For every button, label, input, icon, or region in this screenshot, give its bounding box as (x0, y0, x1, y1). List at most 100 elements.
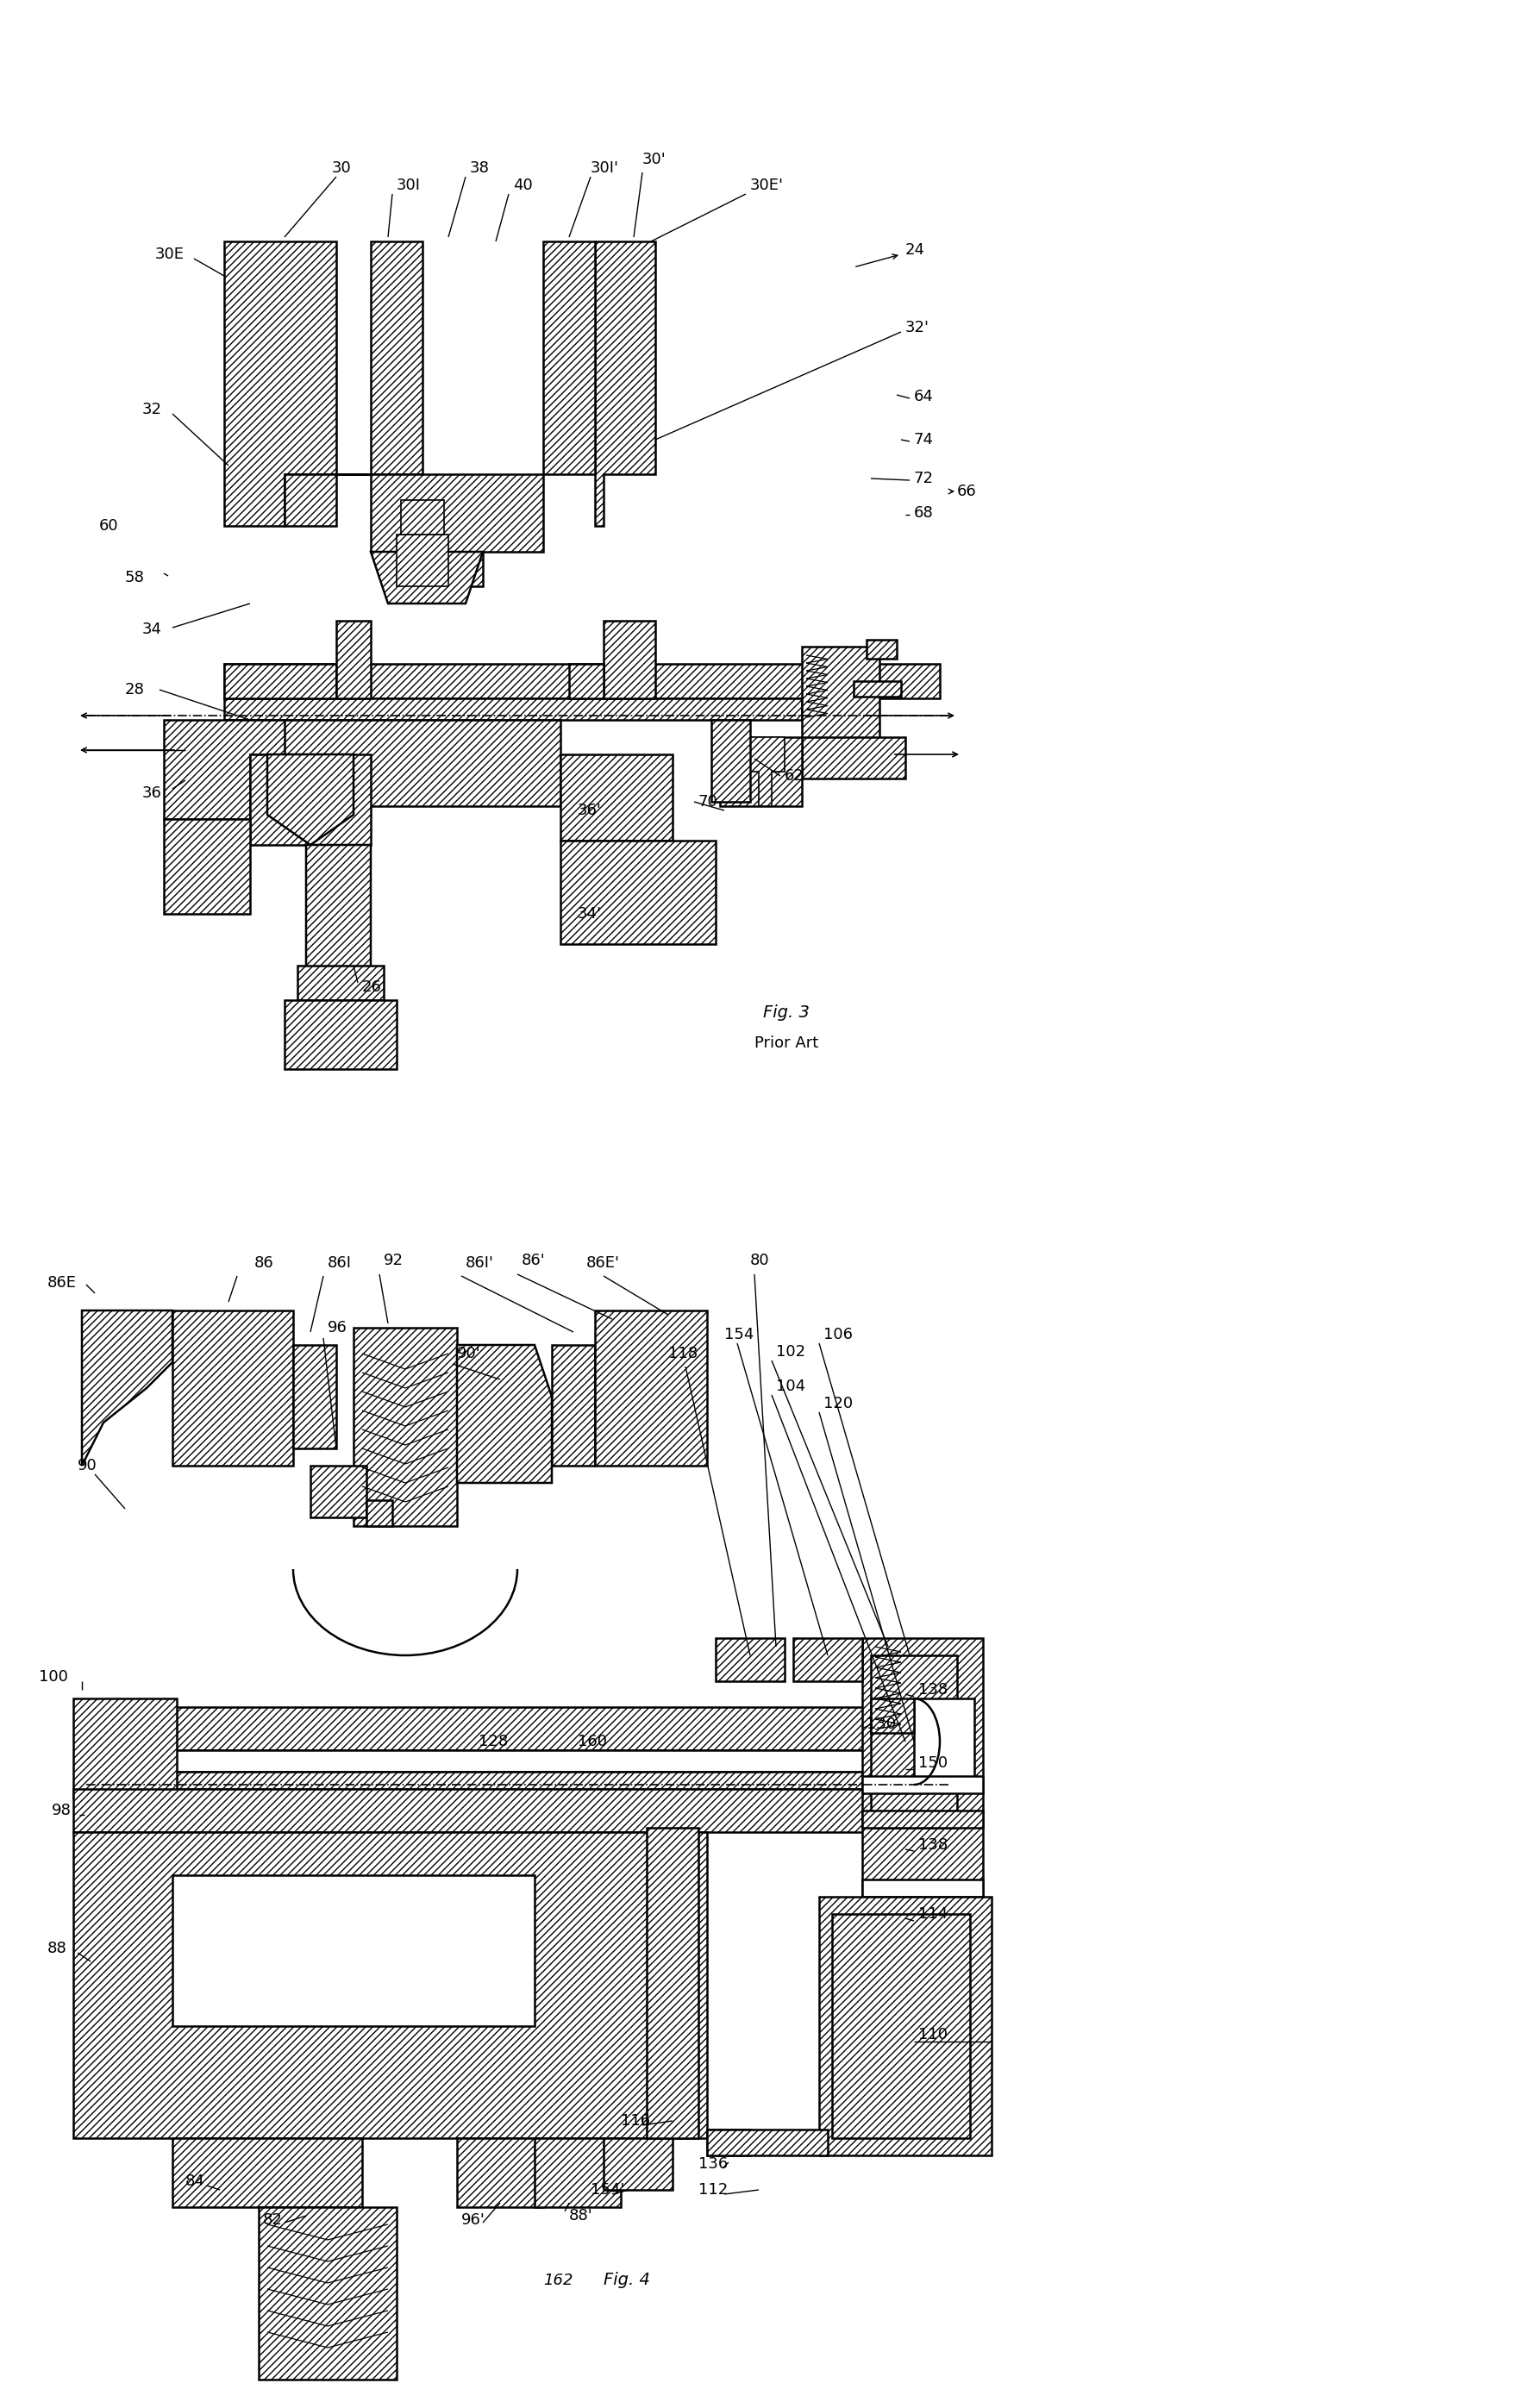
Text: 34': 34' (577, 905, 602, 922)
Text: 154: 154 (724, 1327, 754, 1341)
Polygon shape (173, 1876, 534, 2025)
Bar (863, 1881, 983, 1898)
Polygon shape (570, 665, 603, 698)
Bar (224, 698, 802, 720)
Text: 138: 138 (918, 1683, 948, 1698)
Text: 116: 116 (621, 2114, 651, 2129)
Polygon shape (544, 241, 596, 474)
Text: 68: 68 (915, 506, 933, 520)
Text: 24: 24 (906, 243, 925, 258)
Text: 36: 36 (142, 785, 162, 802)
Bar (793, 1637, 863, 1681)
Polygon shape (224, 665, 336, 698)
Text: 88': 88' (570, 2208, 592, 2223)
Text: 102: 102 (776, 1344, 805, 1361)
Bar (707, 2129, 828, 2155)
Bar (716, 1637, 785, 1681)
Text: 90: 90 (78, 1457, 98, 1474)
Text: 58: 58 (125, 571, 145, 585)
Bar (73, 1698, 177, 1799)
Polygon shape (224, 241, 336, 525)
Text: 30: 30 (331, 161, 351, 176)
Bar (457, 2138, 544, 2208)
Text: 62: 62 (785, 768, 805, 783)
Bar (712, 720, 750, 802)
Polygon shape (402, 501, 444, 535)
Bar (73, 1789, 944, 1832)
Bar (86, 1707, 948, 1751)
Text: Prior Art: Prior Art (754, 1035, 818, 1050)
Text: 154': 154' (591, 2182, 625, 2199)
Bar (560, 840, 716, 944)
Polygon shape (551, 1346, 596, 1466)
Bar (863, 1777, 983, 1794)
Text: 38: 38 (470, 161, 490, 176)
Bar (173, 2138, 362, 2208)
Polygon shape (336, 474, 544, 585)
Polygon shape (596, 241, 655, 525)
Text: 32: 32 (142, 402, 162, 417)
Text: 26: 26 (362, 980, 382, 995)
Bar (224, 720, 560, 807)
Text: 138: 138 (918, 1837, 948, 1852)
Text: 160: 160 (577, 1734, 608, 1748)
Polygon shape (163, 819, 250, 915)
Bar (284, 999, 397, 1069)
Text: 32': 32' (906, 320, 930, 335)
Text: 80: 80 (750, 1252, 770, 1269)
Text: 74: 74 (915, 431, 935, 448)
Bar (298, 966, 383, 999)
Bar (870, 1654, 957, 1828)
Polygon shape (173, 1310, 293, 1466)
Bar (366, 1500, 392, 1527)
Text: 130: 130 (866, 1717, 896, 1731)
Polygon shape (267, 754, 354, 845)
Bar (560, 754, 672, 840)
Text: 92: 92 (383, 1252, 403, 1269)
Text: 112: 112 (698, 2182, 728, 2199)
Text: 34: 34 (142, 621, 162, 638)
Polygon shape (250, 754, 371, 845)
Text: 86I': 86I' (466, 1255, 495, 1271)
Bar (915, 1698, 974, 1784)
Text: 104: 104 (776, 1380, 805, 1394)
Text: 106: 106 (823, 1327, 852, 1341)
Polygon shape (293, 1346, 336, 1450)
Polygon shape (305, 845, 371, 997)
Text: 110: 110 (918, 2028, 948, 2042)
Text: 128: 128 (478, 1734, 508, 1748)
Bar (719, 737, 802, 807)
Polygon shape (82, 1310, 173, 1466)
Text: 98: 98 (52, 1804, 72, 1818)
Bar (802, 737, 906, 778)
Bar (224, 665, 939, 698)
Text: 72: 72 (915, 470, 935, 486)
Bar (86, 1772, 948, 1789)
Bar (86, 1751, 948, 1772)
Text: 30E': 30E' (750, 178, 783, 193)
Polygon shape (457, 1346, 551, 1483)
Bar (870, 1698, 915, 1734)
Bar (866, 641, 896, 660)
Text: 86E': 86E' (586, 1255, 620, 1271)
Polygon shape (336, 621, 371, 698)
Polygon shape (596, 1310, 707, 1466)
Text: 60: 60 (99, 518, 119, 535)
Text: Fig. 3: Fig. 3 (764, 1004, 809, 1021)
Bar (603, 2138, 672, 2189)
Text: 162: 162 (544, 2273, 573, 2288)
Text: 40: 40 (513, 178, 533, 193)
Text: 64: 64 (915, 388, 933, 405)
Text: 100: 100 (38, 1669, 69, 1686)
Bar (354, 1327, 457, 1527)
Polygon shape (397, 535, 449, 585)
Bar (854, 681, 901, 696)
Text: 30I': 30I' (591, 161, 618, 176)
Bar (258, 2208, 397, 2379)
Text: 30I: 30I (397, 178, 421, 193)
Text: 86: 86 (255, 1255, 273, 1271)
Polygon shape (163, 720, 284, 819)
Text: 96: 96 (328, 1320, 347, 1336)
Text: 96': 96' (461, 2213, 486, 2227)
Text: 30': 30' (643, 152, 666, 166)
